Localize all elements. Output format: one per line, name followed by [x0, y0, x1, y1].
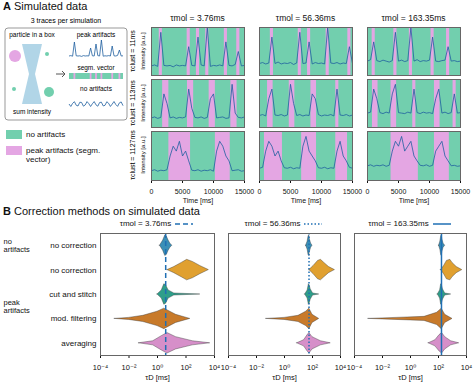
svg-text:10000: 10000	[204, 188, 224, 195]
html-text:τmol = 3.76ms: τmol = 3.76ms	[119, 219, 172, 228]
svg-text:15000: 15000	[343, 188, 363, 195]
svg-text:Time [ms]: Time [ms]	[183, 197, 214, 205]
svg-text:0: 0	[150, 188, 154, 195]
svg-text:Intensity [a.u.]: Intensity [a.u.]	[140, 32, 146, 70]
html-text:τmol = 163.35ms: τmol = 163.35ms	[381, 13, 446, 23]
svg-text:10²: 10²	[433, 363, 444, 372]
svg-text:10⁰: 10⁰	[279, 363, 290, 372]
svg-text:τclust = 1127ms: τclust = 1127ms	[129, 130, 136, 180]
html-text:τmol = 56.36ms: τmol = 56.36ms	[275, 13, 336, 23]
svg-text:10²: 10²	[307, 363, 318, 372]
svg-text:15000: 15000	[235, 188, 255, 195]
svg-text:10²: 10²	[181, 363, 192, 372]
svg-text:3 traces per simulation: 3 traces per simulation	[31, 17, 102, 25]
svg-text:15000: 15000	[451, 188, 471, 195]
svg-text:no artifacts: no artifacts	[80, 85, 113, 92]
svg-text:10⁴: 10⁴	[335, 363, 347, 372]
svg-text:10⁴: 10⁴	[209, 363, 221, 372]
svg-text:10⁻²: 10⁻²	[122, 363, 137, 372]
svg-text:Intensity [a.u.]: Intensity [a.u.]	[140, 136, 146, 174]
svg-text:τclust = 11ms: τclust = 11ms	[129, 30, 136, 72]
svg-text:5000: 5000	[175, 188, 191, 195]
svg-text:10000: 10000	[420, 188, 440, 195]
svg-text:0: 0	[366, 188, 370, 195]
html-text:peak artifacts (segm. vector): peak artifacts (segm. vector)	[26, 146, 101, 164]
html-text:τmol = 163.35ms: τmol = 163.35ms	[368, 219, 429, 228]
html-text:τmol = 3.76ms: τmol = 3.76ms	[170, 13, 225, 23]
html-text:B Correction methods on simula: B Correction methods on simulated data	[3, 205, 200, 217]
svg-text:10000: 10000	[312, 188, 332, 195]
svg-text:particle in a box: particle in a box	[9, 31, 55, 39]
svg-text:no correction: no correction	[50, 241, 96, 250]
svg-text:10⁻⁴: 10⁻⁴	[221, 363, 237, 372]
svg-text:5000: 5000	[283, 188, 299, 195]
svg-text:averaging: averaging	[61, 339, 96, 348]
svg-text:τclust = 113ms: τclust = 113ms	[129, 80, 136, 126]
svg-text:10⁴: 10⁴	[461, 363, 473, 372]
svg-text:10⁻²: 10⁻²	[375, 363, 390, 372]
svg-text:τD [ms]: τD [ms]	[398, 373, 423, 382]
svg-text:Time [ms]: Time [ms]	[399, 197, 430, 205]
svg-text:10⁻⁴: 10⁻⁴	[93, 363, 109, 372]
svg-text:noartifacts: noartifacts	[4, 237, 31, 254]
svg-text:10⁰: 10⁰	[152, 363, 163, 372]
svg-text:cut and stitch: cut and stitch	[49, 290, 96, 299]
svg-text:segm. vector: segm. vector	[77, 64, 115, 72]
svg-text:peakartifacts: peakartifacts	[4, 298, 31, 315]
svg-text:peak artifacts: peak artifacts	[77, 31, 116, 39]
svg-text:no correction: no correction	[50, 266, 96, 275]
html-text:A Simulated data: A Simulated data	[3, 0, 88, 12]
svg-text:0: 0	[258, 188, 262, 195]
svg-text:10⁰: 10⁰	[405, 363, 416, 372]
svg-text:10⁻⁴: 10⁻⁴	[347, 363, 363, 372]
svg-text:10⁻²: 10⁻²	[249, 363, 264, 372]
svg-text:mod. filtering: mod. filtering	[51, 314, 97, 323]
svg-text:Intensity [a.u.]: Intensity [a.u.]	[140, 84, 146, 122]
svg-text:sum intensity: sum intensity	[13, 108, 52, 116]
svg-text:τD [ms]: τD [ms]	[145, 373, 170, 382]
html-text:no artifacts: no artifacts	[26, 130, 66, 139]
svg-text:Time [ms]: Time [ms]	[291, 197, 322, 205]
html-text:τmol = 56.36ms: τmol = 56.36ms	[244, 219, 301, 228]
svg-text:5000: 5000	[391, 188, 407, 195]
svg-text:τD [ms]: τD [ms]	[272, 373, 297, 382]
